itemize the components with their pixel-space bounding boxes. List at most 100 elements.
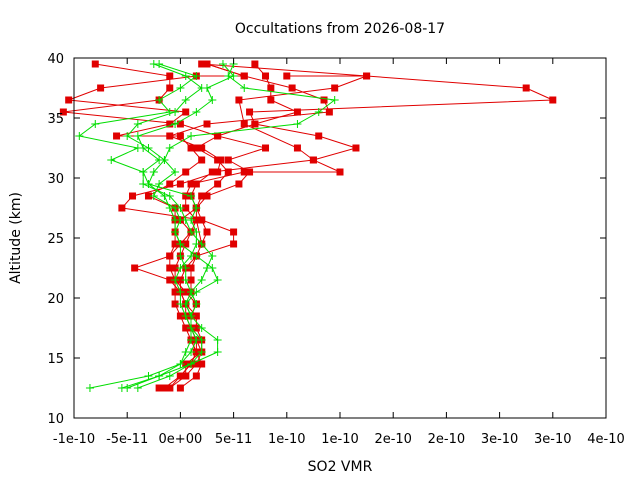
data-point [197,348,206,356]
data-point [171,108,180,116]
data-point [213,276,222,284]
data-point [197,336,206,344]
data-point [293,144,301,152]
data-point [197,276,206,284]
data-point [160,156,169,164]
data-point [144,180,153,188]
data-point [133,132,142,140]
data-point [171,300,179,308]
series-line [126,63,203,389]
data-point [171,228,180,236]
data-point [176,252,185,260]
data-point [214,180,222,188]
data-point [155,372,164,380]
data-point [208,96,217,104]
data-point [325,108,333,116]
data-point [283,72,291,80]
data-point [176,84,185,92]
data-point [187,324,196,332]
data-point [218,60,227,68]
x-tick-label: 2e-10 [374,432,412,447]
data-point [230,228,238,236]
data-point [123,132,132,140]
data-point [65,96,73,104]
data-point [113,132,121,140]
data-point [176,264,185,272]
data-point [187,216,196,224]
x-tick-label: 1e-10 [321,432,359,447]
data-point [549,96,557,104]
series-line [137,63,336,389]
data-point [240,84,249,92]
data-point [240,120,248,128]
data-point [75,132,84,140]
data-point [182,192,190,200]
data-point [330,96,339,104]
data-point [198,144,206,152]
x-tick-label: 3e-10 [534,432,572,447]
y-tick-label: 40 [47,52,64,67]
data-point [331,84,339,92]
y-tick-label: 15 [47,352,64,367]
x-tick-label: 1e-10 [268,432,306,447]
data-point [240,72,248,80]
data-point [198,60,206,68]
data-point [176,180,184,188]
data-point [166,132,174,140]
data-point [181,96,190,104]
data-point [214,132,222,140]
data-point [203,120,211,128]
data-point [91,60,99,68]
data-point [251,120,259,128]
data-point [187,144,195,152]
data-point [309,156,317,164]
data-point [123,384,132,392]
data-point [213,348,222,356]
data-point [85,384,94,392]
data-point [181,72,190,80]
data-point [217,156,225,164]
x-axis-label: SO2 VMR [308,459,373,475]
data-point [182,108,190,116]
data-point [166,120,174,128]
data-point [320,96,328,104]
data-point [192,348,200,356]
data-point [118,204,126,212]
data-point [267,84,275,92]
series-line [78,63,198,389]
data-point [176,288,185,296]
data-point [192,300,201,308]
x-tick-label: -1e-10 [53,432,95,447]
data-point [171,240,179,248]
data-point [171,288,179,296]
data-point [230,240,238,248]
data-point [198,156,206,164]
x-tick-label: 5e-11 [215,432,253,447]
data-point [171,120,180,128]
data-point [208,264,217,272]
data-point [192,108,201,116]
data-point [171,276,180,284]
data-point [214,168,222,176]
data-point [213,336,222,344]
data-point [352,144,360,152]
data-point [182,240,190,248]
data-point [166,252,174,260]
data-point [182,372,190,380]
data-point [160,384,168,392]
data-point [149,192,158,200]
x-tick-label: -5e-11 [106,432,148,447]
data-point [131,264,139,272]
data-point [155,96,164,104]
data-point [262,144,270,152]
data-point [522,84,530,92]
data-point [181,312,190,320]
data-point [192,324,200,332]
data-point [192,240,201,248]
data-point [182,288,190,296]
data-point [197,84,206,92]
data-point [176,312,184,320]
data-point [192,228,201,236]
